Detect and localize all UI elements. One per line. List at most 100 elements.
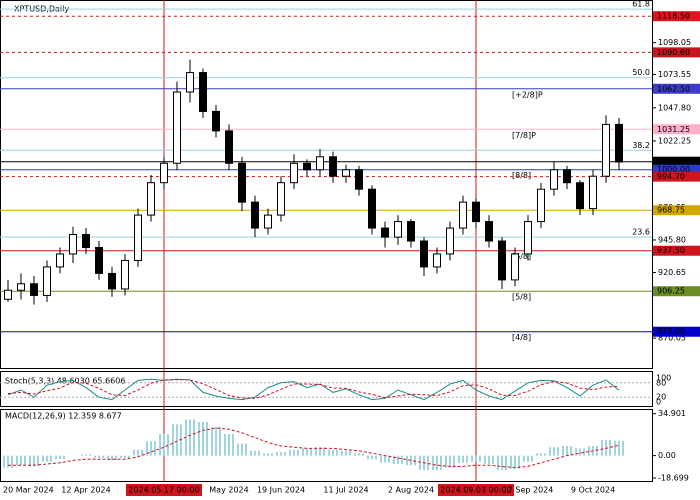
fib-label: 38.2 — [632, 141, 650, 150]
level-tag — [653, 326, 700, 337]
candle-body — [537, 188, 545, 223]
stoch-frame — [0, 371, 653, 407]
candle-body — [550, 169, 558, 190]
y-tick-label: 1098.05 — [658, 38, 691, 47]
y-tick-label: 1073.55 — [658, 70, 691, 79]
level-label: 1062.50 — [657, 84, 690, 93]
x-tick-label: 19 Jun 2024 — [257, 486, 305, 495]
date-marker-bg — [126, 484, 202, 496]
candle-body — [134, 214, 142, 261]
candle-body — [394, 221, 402, 238]
level-label: 1031.25 — [657, 125, 690, 134]
candle-body — [316, 156, 324, 171]
candle-body — [511, 253, 519, 281]
level-tag — [653, 245, 700, 256]
level-label: 994.70 — [657, 172, 685, 181]
stoch-tick-label: 100 — [656, 374, 671, 383]
x-tick-label: 2 Aug 2024 — [388, 486, 434, 495]
candle-body — [524, 221, 532, 255]
level-label: 1118.50 — [657, 12, 690, 21]
y-tick-label: 1022.25 — [658, 136, 691, 145]
candle-body — [303, 162, 311, 171]
candle-body — [485, 221, 493, 242]
candle-body — [589, 175, 597, 210]
candle-body — [238, 162, 246, 203]
murray-label: [4/8] — [512, 333, 531, 342]
level-label: 875.00 — [657, 327, 685, 336]
candle-body — [95, 246, 103, 274]
candle-body — [433, 253, 441, 268]
candle-body — [17, 283, 25, 291]
level-tag — [653, 47, 700, 58]
level-tag — [653, 156, 700, 167]
y-tick-label: 920.65 — [658, 268, 686, 277]
candle-body — [56, 253, 64, 268]
level-tag — [653, 11, 700, 22]
x-tick-label: 11 Jul 2024 — [323, 486, 368, 495]
candle-body — [4, 289, 12, 300]
level-label: 1000.00 — [657, 165, 690, 174]
candle-body — [407, 221, 415, 242]
stoch-main — [7, 378, 620, 401]
stoch-tick-label: 0 — [656, 398, 661, 407]
candle-body — [420, 240, 428, 268]
level-label: 937.50 — [657, 246, 685, 255]
level-tag — [653, 205, 700, 216]
candle-body — [225, 130, 233, 164]
macd-title: MACD(12,26,9) 12.359 8.677 — [5, 412, 122, 421]
fib-label: 50.0 — [632, 68, 650, 77]
level-label: 1090.60 — [657, 48, 690, 57]
candle-body — [69, 234, 77, 255]
level-tag — [653, 286, 700, 297]
candle-body — [498, 240, 506, 281]
candle-body — [368, 188, 376, 229]
candle-body — [602, 123, 610, 177]
level-label: 968.75 — [657, 206, 685, 215]
candle-body — [212, 110, 220, 132]
level-tag — [653, 164, 700, 175]
x-tick-label: 2024.05.17 00:00 — [128, 486, 199, 495]
murray-label: [+2/8]P — [512, 90, 543, 99]
macd-tick-label: 0.00 — [658, 451, 676, 460]
stoch-tick-label: 20 — [656, 393, 666, 402]
candle-body — [342, 169, 350, 177]
candle-body — [30, 283, 38, 296]
murray-label: [5/8] — [512, 293, 531, 302]
candle-body — [446, 227, 454, 255]
level-tag — [653, 124, 700, 135]
murray-label: [7/8]P — [512, 131, 536, 140]
candle-body — [459, 201, 467, 229]
main-frame — [0, 0, 653, 369]
stoch-signal — [7, 379, 620, 399]
x-tick-label: 17 Sep 2024 — [503, 486, 554, 495]
candle-body — [251, 201, 259, 229]
x-tick-label: 9 Oct 2024 — [571, 486, 615, 495]
candle-body — [355, 169, 363, 190]
level-label: 1006.21 — [657, 157, 690, 166]
candle-body — [277, 182, 285, 216]
date-marker-bg — [438, 484, 514, 496]
murray-label: [8/8] — [512, 171, 531, 180]
macd-tick-label: -18.699 — [658, 474, 689, 483]
candle-body — [43, 266, 51, 296]
x-tick-label: 20 Mar 2024 — [3, 486, 54, 495]
candle-body — [121, 259, 129, 290]
level-label: 906.25 — [657, 287, 685, 296]
candle-body — [147, 182, 155, 216]
candle-body — [290, 162, 298, 184]
candle-body — [173, 91, 181, 164]
macd-signal — [8, 427, 620, 469]
candle-body — [108, 272, 116, 290]
candle-body — [82, 234, 90, 248]
candle-body — [563, 169, 571, 184]
y-tick-label: 945.80 — [658, 235, 686, 244]
x-tick-label: May 2024 — [209, 486, 248, 495]
x-tick-label: 12 Apr 2024 — [61, 486, 110, 495]
x-tick-label: 2024.09.03 00:00 — [440, 486, 511, 495]
murray-label: [6/8] — [512, 252, 531, 261]
fib-label: 61.8 — [632, 0, 650, 9]
candle-body — [615, 123, 623, 163]
fib-label: 23.6 — [632, 228, 650, 237]
